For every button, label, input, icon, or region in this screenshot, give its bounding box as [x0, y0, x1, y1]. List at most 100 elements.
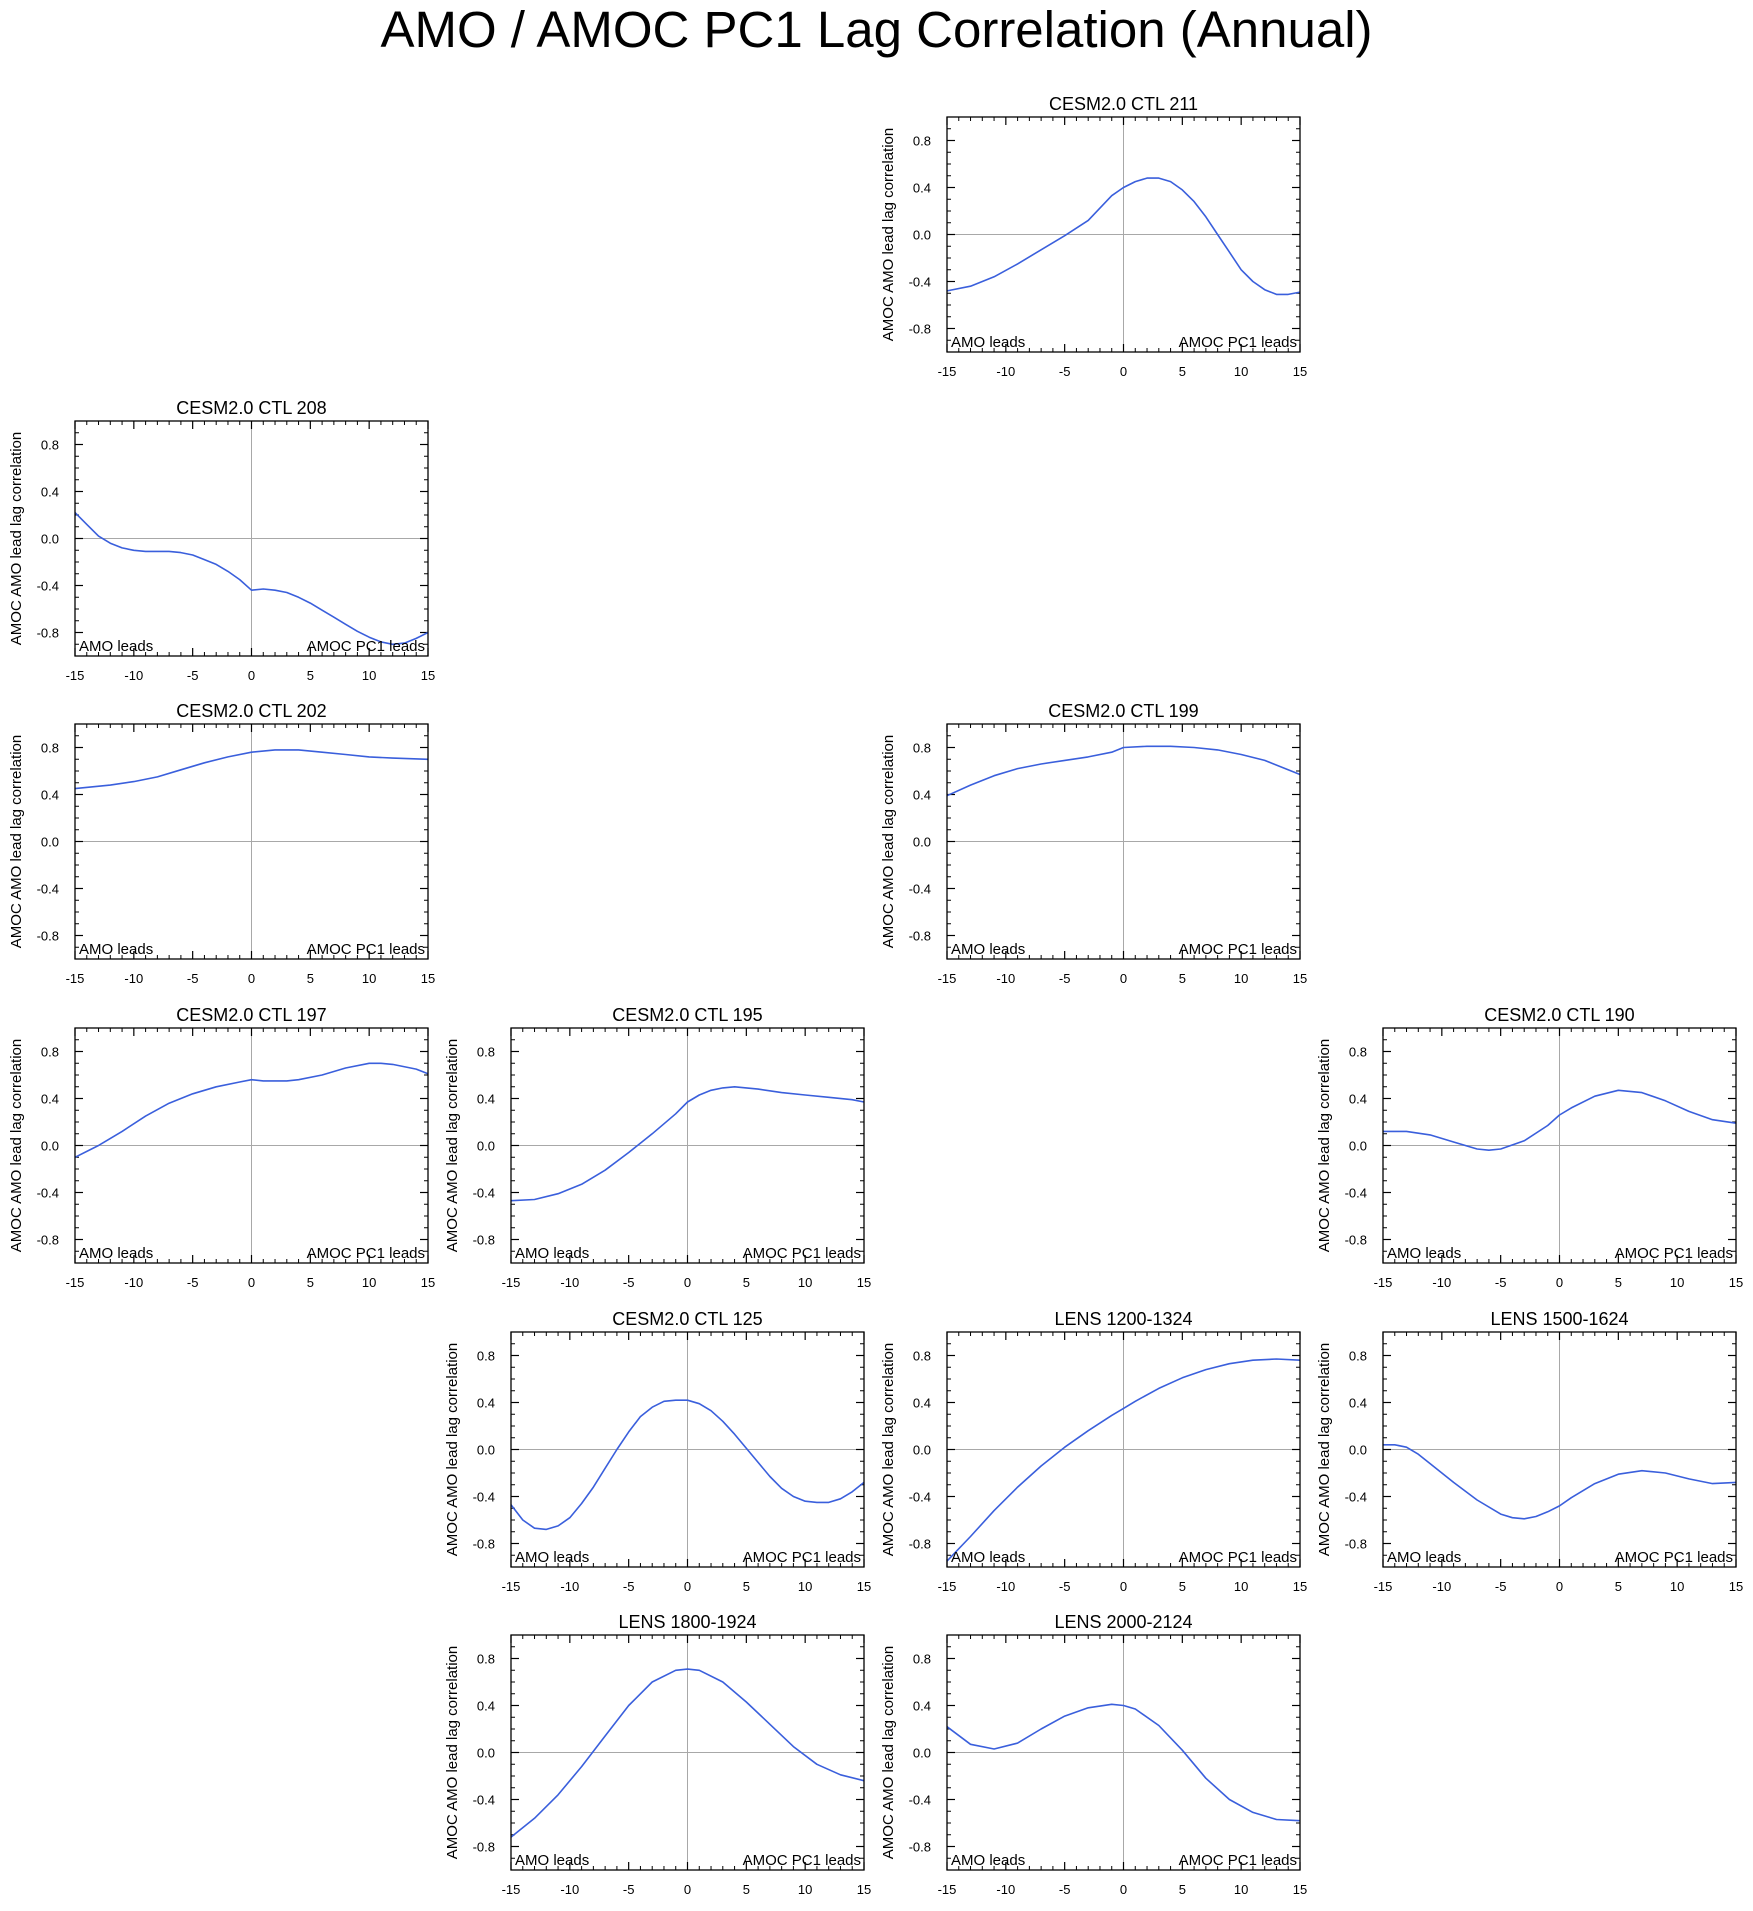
x-tick-label: -5	[1495, 1275, 1507, 1290]
amoc-leads-note: AMOC PC1 leads	[1179, 1549, 1297, 1566]
y-tick-label: -0.4	[909, 275, 931, 290]
x-tick-label: 10	[362, 971, 376, 986]
panel-3: -15 -10 -5 0 5 10 15 -0.8 -0.4 0.0 0.4 0.8 CESM2.0 C…	[880, 701, 1307, 986]
series-line	[510, 1086, 865, 1202]
x-tick-label: 10	[1234, 971, 1248, 986]
amo-leads-note: AMO leads	[951, 941, 1025, 958]
minor-ticks	[75, 1027, 428, 1264]
y-tick-label: 0.8	[1349, 1045, 1367, 1060]
x-tick-label: 10	[798, 1275, 812, 1290]
y-tick-label: 0.4	[41, 485, 59, 500]
y-tick-label: -0.4	[37, 1186, 59, 1201]
x-tick-label: 5	[1615, 1579, 1622, 1594]
amoc-leads-note: AMOC PC1 leads	[1179, 334, 1297, 351]
x-tick-label: 5	[307, 971, 314, 986]
y-tick-label: -0.4	[473, 1793, 495, 1808]
x-tick-label: 15	[857, 1579, 871, 1594]
minor-ticks	[1383, 1331, 1736, 1568]
x-tick-label: -10	[560, 1882, 579, 1897]
y-axis-label: AMOC AMO lead lag correlation	[444, 1343, 461, 1556]
panel-6: -15 -10 -5 0 5 10 15 -0.8 -0.4 0.0 0.4 0.8 CESM2.0 C…	[1316, 1005, 1743, 1290]
series-line	[74, 512, 429, 646]
x-tick-label: 0	[1120, 1882, 1127, 1897]
amo-leads-note: AMO leads	[1387, 1549, 1461, 1566]
panel-title: CESM2.0 CTL 211	[1049, 94, 1198, 114]
y-tick-label: 0.8	[41, 1045, 59, 1060]
x-tick-label: -10	[124, 971, 143, 986]
y-tick-label: -0.8	[909, 322, 931, 337]
x-tick-label: 15	[857, 1882, 871, 1897]
x-tick-label: -10	[996, 1882, 1015, 1897]
y-tick-label: -0.4	[1345, 1490, 1367, 1505]
series-line	[74, 749, 429, 790]
x-tick-label: 0	[684, 1882, 691, 1897]
series-line	[510, 1399, 865, 1531]
x-tick-label: 10	[362, 1275, 376, 1290]
x-tick-label: 0	[1556, 1275, 1563, 1290]
series-line	[946, 1358, 1301, 1562]
x-tick-label: 15	[421, 1275, 435, 1290]
y-tick-label: -0.8	[473, 1840, 495, 1855]
y-tick-label: 0.8	[1349, 1349, 1367, 1364]
plot-frame	[946, 116, 1301, 353]
panel-11: -15 -10 -5 0 5 10 15 -0.8 -0.4 0.0 0.4 0.8 LENS 2000…	[880, 1612, 1307, 1897]
x-tick-label: -5	[1059, 971, 1071, 986]
series-line	[510, 1668, 865, 1838]
plot-frame	[74, 420, 429, 657]
y-axis-label: AMOC AMO lead lag correlation	[8, 1039, 25, 1252]
series-line	[74, 1062, 429, 1159]
y-axis-label: AMOC AMO lead lag correlation	[8, 735, 25, 948]
y-axis-label: AMOC AMO lead lag correlation	[880, 735, 897, 948]
y-tick-label: 0.8	[913, 134, 931, 149]
x-tick-label: 0	[684, 1579, 691, 1594]
x-tick-label: 5	[1179, 1882, 1186, 1897]
x-tick-label: 15	[1293, 971, 1307, 986]
y-tick-label: 0.4	[913, 788, 931, 803]
plot-frame	[946, 1331, 1301, 1568]
amoc-leads-note: AMOC PC1 leads	[307, 638, 425, 655]
x-tick-label: -5	[1059, 1882, 1071, 1897]
x-tick-label: -15	[1374, 1275, 1393, 1290]
y-tick-label: 0.4	[477, 1699, 495, 1714]
x-tick-label: -10	[996, 1579, 1015, 1594]
x-tick-label: 0	[248, 971, 255, 986]
series-line	[946, 1703, 1301, 1822]
amo-leads-note: AMO leads	[79, 638, 153, 655]
y-axis-label: AMOC AMO lead lag correlation	[880, 1646, 897, 1859]
amoc-leads-note: AMOC PC1 leads	[1179, 1852, 1297, 1869]
y-tick-label: 0.0	[913, 835, 931, 850]
x-tick-label: 5	[1615, 1275, 1622, 1290]
y-axis-label: AMOC AMO lead lag correlation	[880, 128, 897, 341]
plot-frame	[510, 1027, 865, 1264]
x-tick-label: -10	[996, 364, 1015, 379]
panel-title: CESM2.0 CTL 190	[1484, 1005, 1634, 1025]
panel-7: -15 -10 -5 0 5 10 15 -0.8 -0.4 0.0 0.4 0.8 CESM2.0 C…	[444, 1309, 871, 1594]
minor-ticks	[947, 723, 1300, 960]
minor-ticks	[75, 723, 428, 960]
y-axis-label: AMOC AMO lead lag correlation	[444, 1039, 461, 1252]
x-tick-label: -15	[938, 971, 957, 986]
y-axis-label: AMOC AMO lead lag correlation	[444, 1646, 461, 1859]
x-tick-label: -15	[1374, 1579, 1393, 1594]
y-tick-label: 0.0	[41, 835, 59, 850]
y-tick-label: 0.0	[41, 1139, 59, 1154]
x-tick-label: -5	[187, 1275, 199, 1290]
x-tick-label: 5	[1179, 1579, 1186, 1594]
amo-leads-note: AMO leads	[515, 1852, 589, 1869]
x-tick-label: -15	[938, 364, 957, 379]
x-tick-label: -5	[1495, 1579, 1507, 1594]
x-tick-label: 5	[1179, 364, 1186, 379]
y-tick-label: -0.4	[909, 882, 931, 897]
x-tick-label: -10	[1432, 1275, 1451, 1290]
plot-frame	[510, 1634, 865, 1871]
minor-ticks	[511, 1027, 864, 1264]
panel-title: CESM2.0 CTL 202	[176, 701, 326, 721]
x-tick-label: 5	[1179, 971, 1186, 986]
series-line	[946, 177, 1301, 296]
y-tick-label: -0.8	[909, 929, 931, 944]
y-tick-label: 0.4	[1349, 1092, 1367, 1107]
y-axis-label: AMOC AMO lead lag correlation	[1316, 1343, 1333, 1556]
amo-leads-note: AMO leads	[951, 1549, 1025, 1566]
x-tick-label: 0	[684, 1275, 691, 1290]
x-tick-label: 10	[1234, 1579, 1248, 1594]
